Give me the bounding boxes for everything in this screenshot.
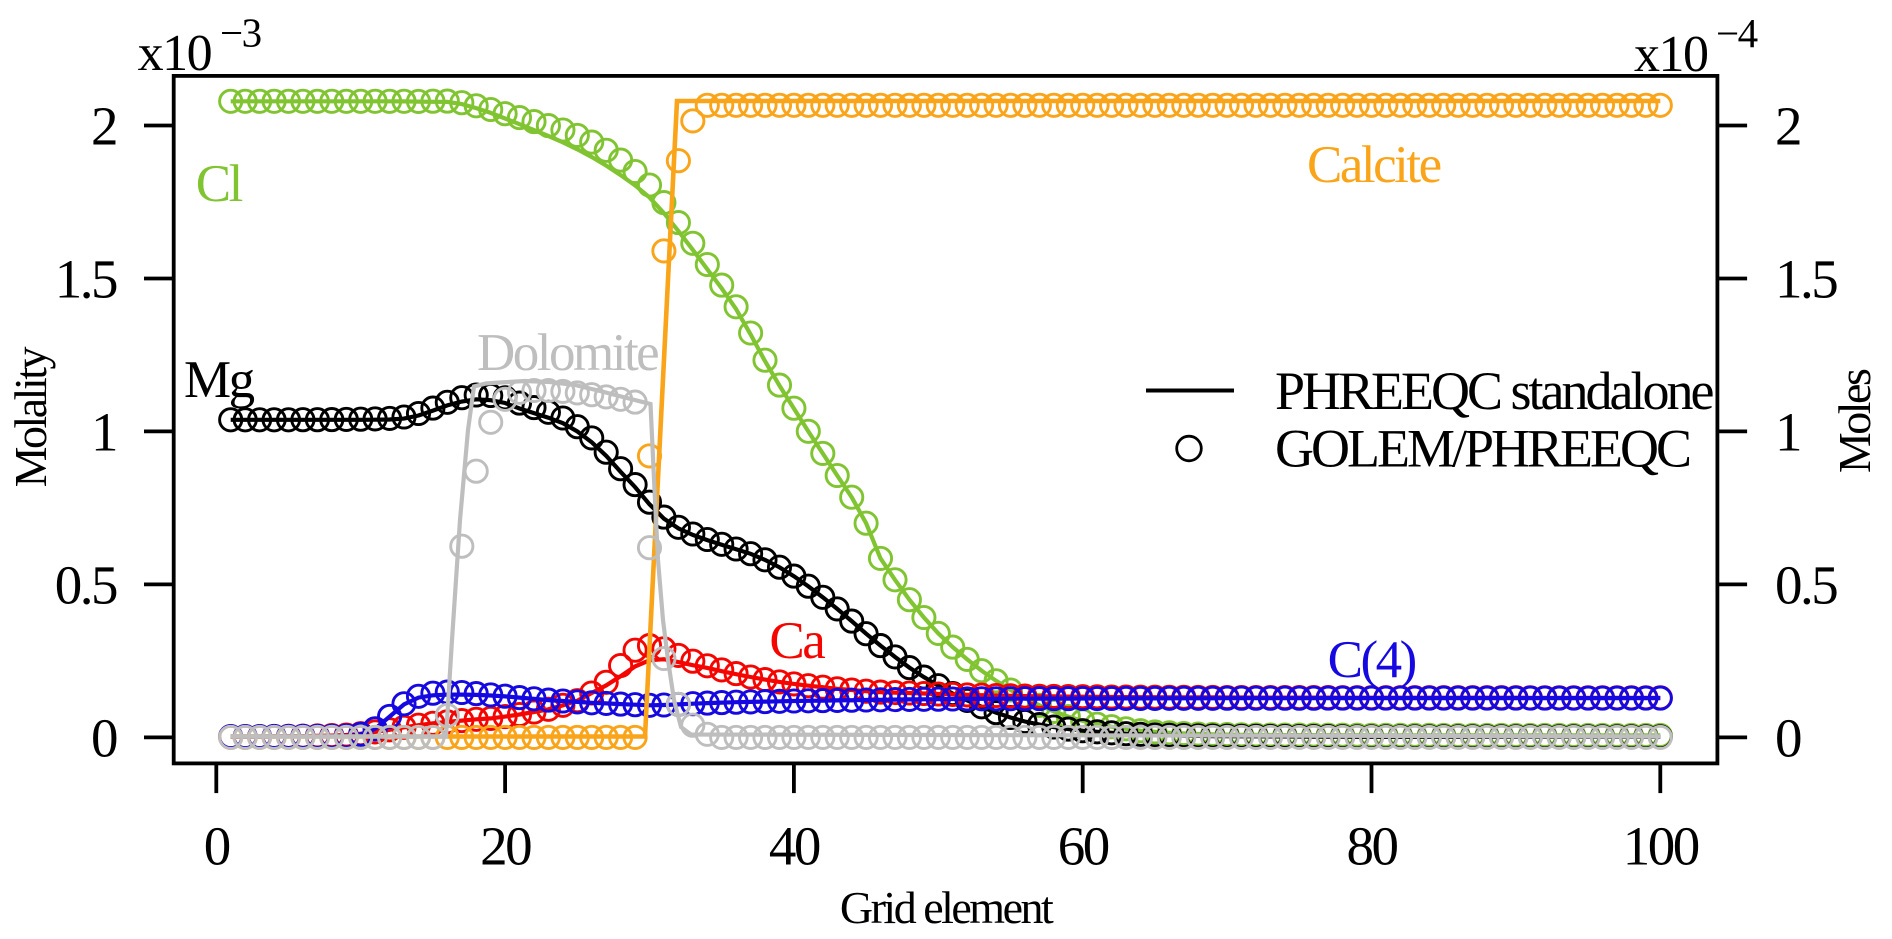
svg-text:2: 2: [1775, 96, 1800, 157]
svg-text:80: 80: [1347, 816, 1398, 877]
svg-text:−4: −4: [1716, 10, 1758, 56]
svg-text:0: 0: [91, 707, 117, 768]
svg-text:Mg: Mg: [184, 351, 255, 409]
svg-text:0: 0: [204, 816, 230, 877]
svg-text:0.5: 0.5: [55, 554, 117, 615]
svg-text:Ca: Ca: [769, 612, 825, 670]
svg-text:1: 1: [1775, 401, 1800, 462]
svg-text:2: 2: [91, 96, 116, 157]
svg-text:PHREEQC standalone: PHREEQC standalone: [1275, 361, 1713, 421]
svg-text:Moles: Moles: [1829, 369, 1880, 473]
svg-text:100: 100: [1623, 816, 1699, 877]
svg-text:GOLEM/PHREEQC: GOLEM/PHREEQC: [1275, 419, 1690, 479]
svg-text:0: 0: [1775, 707, 1801, 768]
svg-text:Calcite: Calcite: [1307, 136, 1441, 194]
svg-text:1.5: 1.5: [1775, 249, 1837, 310]
svg-text:Grid element: Grid element: [840, 882, 1054, 933]
svg-text:−3: −3: [220, 10, 261, 56]
svg-text:40: 40: [769, 816, 820, 877]
svg-text:x10: x10: [1634, 26, 1708, 83]
svg-text:0.5: 0.5: [1775, 554, 1837, 615]
svg-text:C(4): C(4): [1328, 631, 1416, 689]
svg-text:x10: x10: [138, 25, 212, 82]
svg-text:20: 20: [480, 816, 531, 877]
svg-text:60: 60: [1058, 816, 1109, 877]
svg-text:Molality: Molality: [5, 346, 56, 487]
svg-text:1: 1: [91, 401, 116, 462]
svg-text:Dolomite: Dolomite: [477, 324, 658, 382]
svg-text:Cl: Cl: [196, 155, 243, 213]
svg-text:1.5: 1.5: [55, 249, 117, 310]
